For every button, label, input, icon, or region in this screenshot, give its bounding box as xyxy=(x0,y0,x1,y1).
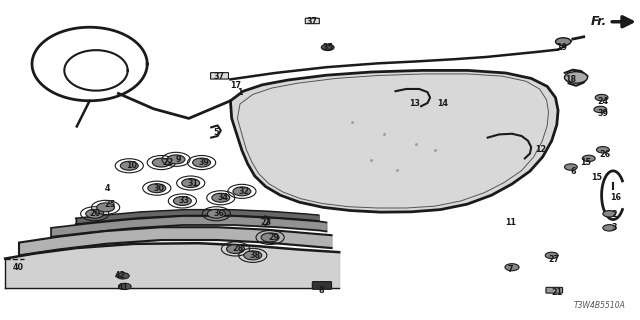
Text: 19: 19 xyxy=(556,43,568,52)
Circle shape xyxy=(603,211,616,217)
Text: 21: 21 xyxy=(551,288,563,297)
FancyBboxPatch shape xyxy=(546,287,563,293)
Text: 4: 4 xyxy=(105,184,110,193)
Text: 3: 3 xyxy=(612,223,617,232)
Text: 41: 41 xyxy=(117,283,129,292)
Text: 37: 37 xyxy=(213,72,225,81)
Circle shape xyxy=(556,38,571,45)
Text: 38: 38 xyxy=(249,251,260,260)
Text: 20: 20 xyxy=(89,209,100,218)
Text: 37: 37 xyxy=(307,17,318,26)
Text: 36: 36 xyxy=(213,209,225,218)
Text: 14: 14 xyxy=(437,99,449,108)
Circle shape xyxy=(97,203,115,212)
Circle shape xyxy=(207,209,225,218)
Circle shape xyxy=(321,44,334,51)
Text: 10: 10 xyxy=(125,161,137,170)
Circle shape xyxy=(118,283,131,290)
FancyBboxPatch shape xyxy=(312,282,332,289)
FancyBboxPatch shape xyxy=(305,18,319,24)
Text: 16: 16 xyxy=(610,193,621,202)
Circle shape xyxy=(594,106,607,113)
Text: 27: 27 xyxy=(548,255,559,264)
Circle shape xyxy=(564,72,588,83)
Circle shape xyxy=(603,225,616,231)
Circle shape xyxy=(152,158,170,167)
Text: 34: 34 xyxy=(217,193,228,202)
Text: 25: 25 xyxy=(104,200,116,209)
Text: 28: 28 xyxy=(232,244,244,253)
Text: 33: 33 xyxy=(179,196,190,205)
Text: 39: 39 xyxy=(597,109,609,118)
Circle shape xyxy=(595,94,608,101)
Circle shape xyxy=(182,179,200,188)
Circle shape xyxy=(86,209,104,218)
Circle shape xyxy=(564,164,577,170)
Text: 7: 7 xyxy=(508,265,513,274)
Text: 9: 9 xyxy=(175,155,180,164)
Text: 15: 15 xyxy=(580,158,591,167)
Text: 24: 24 xyxy=(597,97,609,106)
Circle shape xyxy=(120,161,138,170)
Polygon shape xyxy=(230,70,558,212)
Circle shape xyxy=(582,155,595,162)
Circle shape xyxy=(167,155,185,164)
Text: 11: 11 xyxy=(505,218,516,227)
Text: 23: 23 xyxy=(260,218,271,227)
Circle shape xyxy=(193,158,211,167)
Circle shape xyxy=(233,187,251,196)
Text: 26: 26 xyxy=(599,150,611,159)
Text: 39: 39 xyxy=(198,158,209,167)
Text: 18: 18 xyxy=(565,76,577,84)
Text: 17: 17 xyxy=(230,81,241,90)
Circle shape xyxy=(227,244,244,253)
Circle shape xyxy=(505,264,519,271)
Circle shape xyxy=(212,193,230,202)
Circle shape xyxy=(148,184,166,193)
Text: 1: 1 xyxy=(237,88,243,97)
Text: 29: 29 xyxy=(268,233,280,242)
Text: 32: 32 xyxy=(239,187,250,196)
Text: 6: 6 xyxy=(570,167,575,176)
Text: 5: 5 xyxy=(214,128,219,137)
Circle shape xyxy=(545,252,558,259)
Text: 40: 40 xyxy=(12,263,24,272)
Circle shape xyxy=(116,273,129,279)
Text: 13: 13 xyxy=(409,99,420,108)
Circle shape xyxy=(173,196,191,205)
Circle shape xyxy=(244,251,262,260)
Text: T3W4B5510A: T3W4B5510A xyxy=(574,301,626,310)
Text: 2: 2 xyxy=(612,210,617,219)
FancyBboxPatch shape xyxy=(211,73,228,79)
Circle shape xyxy=(261,233,279,242)
Text: Fr.: Fr. xyxy=(591,15,607,28)
Text: 22: 22 xyxy=(162,158,173,167)
Text: 12: 12 xyxy=(535,145,547,154)
Text: 42: 42 xyxy=(115,271,126,280)
Text: 31: 31 xyxy=(188,179,199,188)
Circle shape xyxy=(596,147,609,153)
Text: 35: 35 xyxy=(322,43,333,52)
Text: 8: 8 xyxy=(319,286,324,295)
Text: 30: 30 xyxy=(153,184,164,193)
Text: 15: 15 xyxy=(591,173,602,182)
